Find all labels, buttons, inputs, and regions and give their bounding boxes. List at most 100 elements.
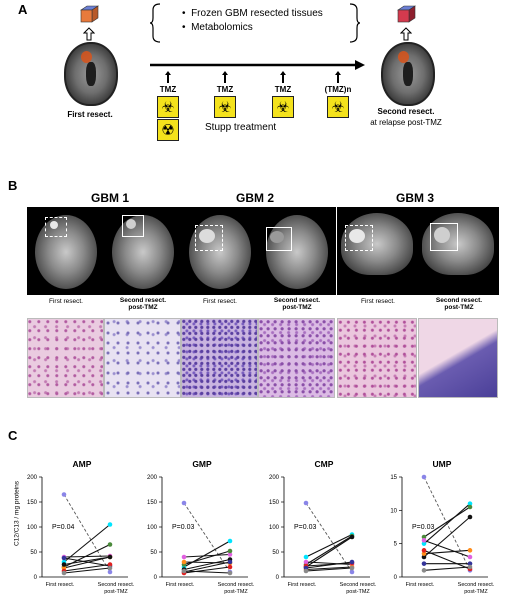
caption-gbm1-second: Second resect. post-TMZ bbox=[119, 297, 167, 311]
tick-arrow-1 bbox=[165, 71, 171, 83]
histology-gbm1-second bbox=[104, 318, 181, 398]
histology-gbm2-first bbox=[181, 318, 258, 398]
second-resect-label: Second resect. bbox=[377, 107, 435, 116]
y-tick-label: 100 bbox=[27, 525, 38, 531]
data-point bbox=[467, 561, 473, 566]
chart-title-cmp: CMP bbox=[314, 459, 334, 469]
biohazard-icon: ☣ bbox=[214, 96, 236, 118]
data-point bbox=[467, 564, 473, 570]
y-tick-label: 0 bbox=[394, 575, 398, 581]
data-point bbox=[61, 562, 67, 567]
data-point bbox=[227, 559, 233, 565]
caption-gbm3-second: Second resect. post-TMZ bbox=[435, 297, 483, 311]
gbm2-title: GBM 2 bbox=[235, 191, 274, 205]
x-category-label: Second resect. bbox=[98, 582, 135, 588]
data-point bbox=[349, 534, 355, 540]
data-point bbox=[421, 534, 427, 540]
x-category-label: post-TMZ bbox=[464, 589, 488, 595]
data-point bbox=[303, 554, 309, 560]
series-line bbox=[305, 566, 353, 571]
tmz-label-3: TMZ bbox=[274, 85, 292, 94]
chart-title-ump: UMP bbox=[432, 459, 452, 469]
mri-gbm2-second bbox=[258, 207, 336, 295]
second-brain-image bbox=[381, 42, 435, 106]
data-point bbox=[303, 568, 309, 574]
y-tick-label: 200 bbox=[269, 475, 280, 481]
series-line bbox=[63, 567, 111, 574]
data-point bbox=[107, 522, 113, 527]
series-line bbox=[63, 563, 111, 572]
bullet-frozen-tissues: • Frozen GBM resected tissues bbox=[182, 8, 323, 19]
first-arrow-up-icon bbox=[83, 27, 95, 41]
second-cube-icon bbox=[397, 5, 416, 23]
series-line bbox=[423, 516, 471, 558]
x-category-label: First resect. bbox=[406, 582, 435, 588]
data-point bbox=[349, 569, 355, 575]
x-category-label: First resect. bbox=[46, 582, 75, 588]
data-point bbox=[349, 559, 355, 565]
tmz-label-1: TMZ bbox=[159, 85, 177, 94]
caption-gbm2-first: First resect. bbox=[203, 298, 237, 305]
series-line bbox=[423, 506, 471, 538]
gbm1-title: GBM 1 bbox=[90, 191, 129, 205]
chart-amp: 0 50 100 150 200 P=0.04 First resect. Second re… bbox=[27, 475, 135, 595]
panel-a-letter: A bbox=[18, 2, 28, 17]
caption-gbm1-first: First resect. bbox=[49, 298, 83, 305]
series-line bbox=[305, 535, 353, 565]
panel-b-letter: B bbox=[8, 178, 18, 193]
mri-gbm1-first bbox=[27, 207, 105, 295]
tick-arrow-2 bbox=[222, 71, 228, 83]
series-line bbox=[63, 555, 111, 558]
data-point bbox=[421, 561, 427, 566]
series-line bbox=[183, 561, 231, 564]
first-resect-label: First resect. bbox=[67, 110, 113, 119]
data-point bbox=[227, 538, 233, 544]
y-tick-label: 200 bbox=[27, 475, 38, 481]
series-line bbox=[423, 503, 471, 545]
y-tick-label: 10 bbox=[390, 508, 397, 514]
x-category-label: First resect. bbox=[166, 582, 195, 588]
second-arrow-up-icon bbox=[400, 27, 412, 41]
series-line bbox=[305, 561, 353, 566]
series-line bbox=[423, 566, 471, 571]
gbm3-title: GBM 3 bbox=[395, 191, 434, 205]
data-point bbox=[107, 562, 113, 567]
tick-arrow-3 bbox=[280, 71, 286, 83]
x-category-label: post-TMZ bbox=[346, 589, 370, 595]
mri-gbm1-second bbox=[104, 207, 182, 295]
data-point bbox=[349, 565, 355, 571]
y-tick-label: 5 bbox=[394, 542, 398, 548]
stupp-treatment-label: Stupp treatment bbox=[205, 122, 277, 133]
tmz-label-4: (TMZ)n bbox=[324, 85, 352, 94]
y-tick-label: 200 bbox=[147, 475, 158, 481]
x-category-label: post-TMZ bbox=[104, 589, 128, 595]
x-category-label: Second resect. bbox=[458, 582, 495, 588]
panel-c-letter: C bbox=[8, 428, 18, 443]
data-point bbox=[61, 555, 67, 561]
data-point bbox=[227, 548, 233, 554]
biohazard-icon: ☣ bbox=[272, 96, 294, 118]
series-line bbox=[305, 502, 353, 573]
data-point bbox=[107, 542, 113, 547]
y-tick-label: 100 bbox=[269, 525, 280, 531]
first-cube-icon bbox=[80, 5, 99, 23]
data-point bbox=[421, 568, 427, 573]
data-point bbox=[227, 564, 233, 570]
y-tick-label: 15 bbox=[390, 475, 397, 481]
data-point bbox=[467, 514, 473, 520]
series-line bbox=[305, 534, 353, 558]
data-point bbox=[107, 554, 113, 560]
tmz-label-2: TMZ bbox=[216, 85, 234, 94]
series-line bbox=[183, 566, 231, 574]
chart-gmp: 0 50 100 150 200 P=0.03 First resect. Second re… bbox=[147, 475, 255, 595]
radiation-icon: ☢ bbox=[157, 119, 179, 141]
data-point bbox=[467, 504, 473, 510]
series-line bbox=[423, 539, 471, 558]
histology-gbm3-second bbox=[418, 318, 498, 398]
y-tick-label: 150 bbox=[147, 500, 158, 506]
y-tick-label: 150 bbox=[27, 500, 38, 506]
p-value-annotation: P=0.03 bbox=[172, 524, 194, 531]
bullet-metabolomics: • Metabolomics bbox=[182, 22, 253, 33]
x-category-label: First resect. bbox=[288, 582, 317, 588]
data-point bbox=[61, 570, 67, 576]
